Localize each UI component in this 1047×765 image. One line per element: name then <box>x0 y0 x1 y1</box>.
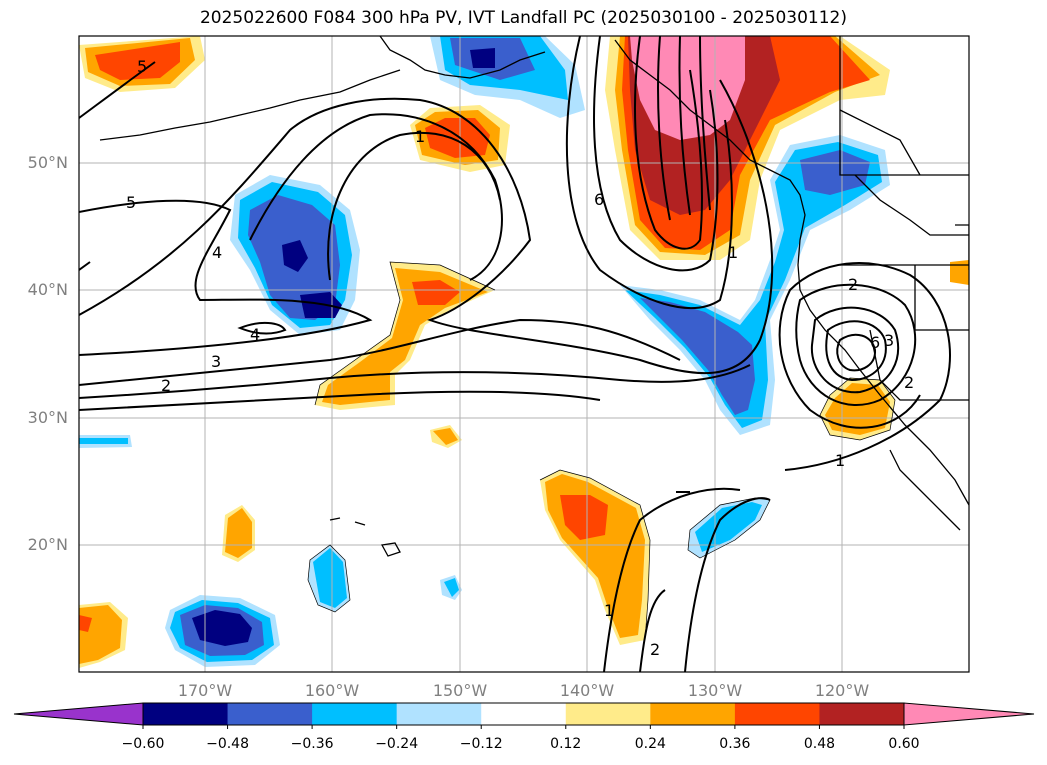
lon-label-140w: 140°W <box>559 681 615 700</box>
colorbar-tick-label: 0.24 <box>634 736 666 752</box>
contour-label: 3 <box>211 352 221 371</box>
colorbar-tick-label: −0.12 <box>459 736 503 752</box>
colorbar-swatch <box>312 703 398 725</box>
contour-label: 2 <box>650 640 660 659</box>
colorbar-tick-label: −0.36 <box>290 736 334 752</box>
lat-label-30n: 30°N <box>27 408 68 427</box>
map-frame <box>78 35 970 673</box>
contour-label: 2 <box>161 376 171 395</box>
contour-label: 3 <box>884 331 894 350</box>
contour-label: 4 <box>212 243 222 262</box>
lon-label-120w: 120°W <box>814 681 870 700</box>
pv-shading <box>79 36 969 668</box>
colorbar-swatch <box>396 703 482 725</box>
colorbar-extend-high <box>904 703 1034 725</box>
colorbar-extend-low <box>14 703 143 725</box>
contour-label: 5 <box>137 57 147 76</box>
colorbar-swatch <box>481 703 567 725</box>
contour-label: 2 <box>848 275 858 294</box>
colorbar-tick-label: 0.36 <box>719 736 751 752</box>
colorbar-tick-label: −0.24 <box>375 736 419 752</box>
colorbar-swatch <box>143 703 229 725</box>
lat-label-20n: 20°N <box>27 535 68 554</box>
contour-label: 6 <box>870 333 880 352</box>
map-title: 2025022600 F084 300 hPa PV, IVT Landfall… <box>199 8 847 28</box>
map-panel: 5 5 4 4 3 2 1 6 1 2 6 3 2 1 1 2 <box>79 36 969 672</box>
colorbar-swatch <box>819 703 905 725</box>
lon-label-160w: 160°W <box>304 681 360 700</box>
colorbar-swatch <box>227 703 313 725</box>
lon-label-170w: 170°W <box>177 681 233 700</box>
colorbar-swatch <box>650 703 736 725</box>
colorbar-tick-label: 0.48 <box>803 736 836 752</box>
colorbar-tick-label: −0.60 <box>121 736 165 752</box>
lon-label-130w: 130°W <box>687 681 743 700</box>
lat-label-50n: 50°N <box>27 153 68 172</box>
colorbar-tick-label: 0.12 <box>550 736 582 752</box>
contour-label: 1 <box>604 601 614 620</box>
contour-label: 6 <box>594 190 604 209</box>
contour-label: 1 <box>415 127 425 146</box>
colorbar-tick-label: −0.48 <box>206 736 249 752</box>
colorbar <box>13 702 1035 729</box>
lat-label-40n: 40°N <box>27 280 68 299</box>
colorbar-swatch <box>565 703 651 725</box>
ivt-contours <box>79 36 951 672</box>
contour-label: 1 <box>728 243 738 262</box>
colorbar-tick-label: 0.60 <box>888 736 920 752</box>
contour-labels: 5 5 4 4 3 2 1 6 1 2 6 3 2 1 1 2 <box>126 57 914 659</box>
colorbar-swatch <box>734 703 820 725</box>
lon-label-150w: 150°W <box>432 681 488 700</box>
contour-label: 2 <box>904 373 914 392</box>
contour-label: 1 <box>835 451 845 470</box>
contour-label: 5 <box>126 193 136 212</box>
contour-label: 4 <box>250 325 260 344</box>
